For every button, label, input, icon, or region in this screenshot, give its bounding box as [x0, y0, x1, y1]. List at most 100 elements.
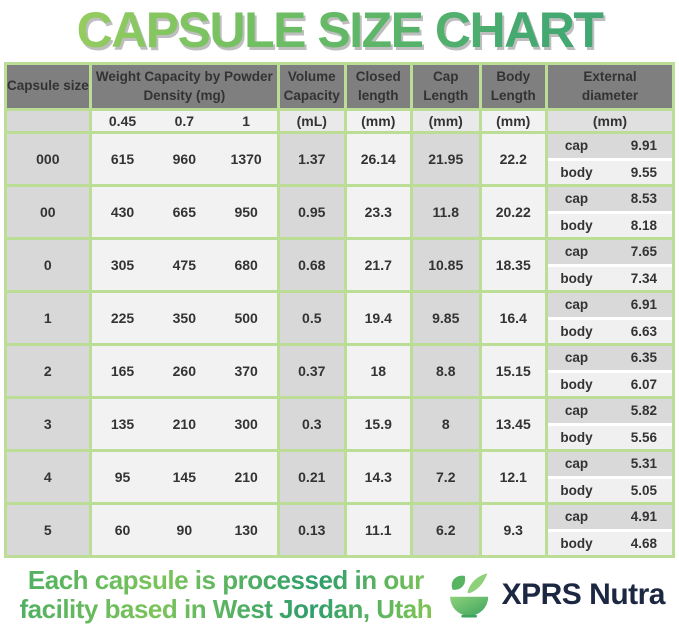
- body-length-cell: 15.15: [478, 343, 548, 399]
- closed-length-cell: 11.1: [343, 502, 414, 558]
- volume-capacity-cell: 0.5: [277, 290, 347, 346]
- external-diameter-cap-row: cap 8.53: [547, 187, 672, 211]
- weight-value-045: 225: [110, 310, 135, 326]
- cap-length-cell: 8.8: [410, 343, 482, 399]
- weight-value-045: 615: [110, 151, 135, 167]
- table-row: 3 135 210 300 0.3 15.9 8 13.45 cap 5.82: [4, 396, 676, 452]
- weight-value-045: 60: [114, 522, 131, 538]
- header-external-diameter: External diameter: [544, 62, 676, 111]
- weight-capacity-cell: 95 145 210: [88, 449, 281, 505]
- cap-diameter-value: 8.53: [630, 191, 657, 207]
- weight-value-1: 370: [234, 363, 258, 379]
- external-diameter-body-row: body 7.34: [547, 266, 672, 290]
- weight-value-045: 165: [110, 363, 135, 379]
- table-row: 2 165 260 370 0.37 18 8.8 15.15 cap 6.35: [4, 343, 676, 399]
- closed-length-cell: 23.3: [343, 184, 414, 240]
- body-length-cell: 16.4: [478, 290, 548, 346]
- capsule-size-cell: 00: [4, 184, 92, 240]
- external-diameter-cell: cap 7.65 body 7.34: [544, 237, 676, 293]
- table-row: 00 430 665 950 0.95 23.3 11.8 20.22 cap …: [4, 184, 676, 240]
- cap-label: cap: [564, 456, 589, 472]
- header-weight-capacity: Weight Capacity by Powder Density (mg): [88, 62, 281, 111]
- weight-value-07: 350: [172, 310, 196, 326]
- table-body: 000 615 960 1370 1.37 26.14 21.95 22.2 c…: [4, 131, 676, 558]
- external-diameter-cap-row: cap 6.35: [547, 346, 672, 370]
- closed-length-cell: 14.3: [343, 449, 414, 505]
- external-diameter-cap-row: cap 5.82: [547, 399, 672, 423]
- body-label: body: [560, 482, 593, 498]
- units-row: 0.45 0.7 1 (mL) (mm) (mm) (mm) (mm): [4, 108, 676, 134]
- closed-length-cell: 18: [343, 343, 414, 399]
- unit-cap: (mm): [410, 108, 482, 134]
- external-diameter-cell: cap 4.91 body 4.68: [544, 502, 676, 558]
- cap-length-cell: 10.85: [410, 237, 482, 293]
- weight-value-045: 95: [114, 469, 131, 485]
- volume-capacity-cell: 0.68: [277, 237, 347, 293]
- capsule-size-table: Capsule size Weight Capacity by Powder D…: [4, 62, 676, 558]
- capsule-size-cell: 2: [4, 343, 92, 399]
- cap-diameter-value: 5.31: [630, 456, 657, 472]
- header-capsule-size: Capsule size: [4, 62, 92, 111]
- cap-diameter-value: 7.65: [630, 244, 657, 260]
- cap-label: cap: [564, 297, 589, 313]
- density-07: 0.7: [174, 113, 195, 129]
- volume-capacity-cell: 0.3: [277, 396, 347, 452]
- weight-value-07: 260: [172, 363, 196, 379]
- unit-densities: 0.45 0.7 1: [88, 108, 281, 134]
- table-row: 5 60 90 130 0.13 11.1 6.2 9.3 cap 4.91: [4, 502, 676, 558]
- capsule-size-cell: 4: [4, 449, 92, 505]
- weight-capacity-cell: 165 260 370: [88, 343, 281, 399]
- body-label: body: [560, 429, 593, 445]
- body-diameter-value: 5.56: [630, 429, 657, 445]
- header-cap-length: Cap Length: [410, 62, 482, 111]
- header-body-length: Body Length: [478, 62, 548, 111]
- weight-value-1: 950: [234, 204, 258, 220]
- density-045: 0.45: [108, 113, 137, 129]
- weight-value-045: 135: [110, 416, 135, 432]
- unit-closed: (mm): [343, 108, 414, 134]
- body-label: body: [560, 164, 593, 180]
- unit-external: (mm): [544, 108, 676, 134]
- weight-value-045: 305: [110, 257, 135, 273]
- table-row: 000 615 960 1370 1.37 26.14 21.95 22.2 c…: [4, 131, 676, 187]
- body-diameter-value: 5.05: [630, 482, 657, 498]
- weight-value-07: 960: [172, 151, 196, 167]
- weight-capacity-cell: 305 475 680: [88, 237, 281, 293]
- cap-length-cell: 8: [410, 396, 482, 452]
- bowl-shape: [449, 596, 488, 616]
- footer: Each capsule is processed in our facilit…: [0, 558, 679, 624]
- external-diameter-cell: cap 6.91 body 6.63: [544, 290, 676, 346]
- body-label: body: [560, 376, 593, 392]
- body-label: body: [560, 270, 593, 286]
- cap-length-cell: 6.2: [410, 502, 482, 558]
- closed-length-cell: 15.9: [343, 396, 414, 452]
- bowl-base: [460, 614, 477, 618]
- external-diameter-cap-row: cap 9.91: [547, 134, 672, 158]
- facility-note-line1: Each capsule is processed in our: [27, 565, 424, 595]
- external-diameter-cell: cap 8.53 body 8.18: [544, 184, 676, 240]
- body-diameter-value: 6.63: [630, 323, 657, 339]
- cap-length-cell: 9.85: [410, 290, 482, 346]
- table-row: 4 95 145 210 0.21 14.3 7.2 12.1 cap 5.31: [4, 449, 676, 505]
- volume-capacity-cell: 1.37: [277, 131, 347, 187]
- weight-value-045: 430: [110, 204, 135, 220]
- cap-diameter-value: 4.91: [630, 509, 657, 525]
- external-diameter-body-row: body 8.18: [547, 213, 672, 237]
- capsule-size-cell: 0: [4, 237, 92, 293]
- unit-volume: (mL): [277, 108, 347, 134]
- body-diameter-value: 8.18: [630, 217, 657, 233]
- left-leaf: [451, 575, 465, 590]
- volume-capacity-cell: 0.37: [277, 343, 347, 399]
- body-diameter-value: 6.07: [630, 376, 657, 392]
- volume-capacity-cell: 0.21: [277, 449, 347, 505]
- body-length-cell: 13.45: [478, 396, 548, 452]
- weight-value-07: 475: [172, 257, 196, 273]
- body-length-cell: 12.1: [478, 449, 548, 505]
- external-diameter-cell: cap 6.35 body 6.07: [544, 343, 676, 399]
- weight-value-1: 1370: [230, 151, 262, 167]
- weight-value-07: 665: [172, 204, 196, 220]
- weight-value-1: 680: [234, 257, 258, 273]
- external-diameter-body-row: body 5.56: [547, 425, 672, 449]
- facility-note: Each capsule is processed in our facilit…: [8, 566, 444, 624]
- body-label: body: [560, 323, 593, 339]
